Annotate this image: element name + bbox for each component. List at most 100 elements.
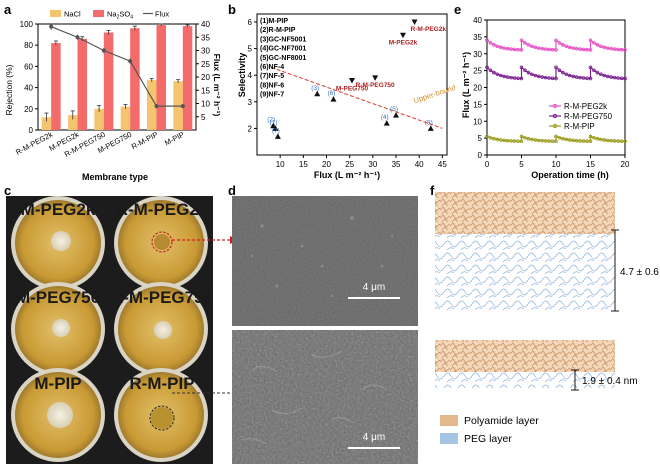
scale-label-top: 4 μm — [362, 282, 386, 293]
series-line — [486, 65, 626, 80]
series-point — [571, 138, 576, 143]
series-point — [550, 76, 555, 81]
series-point — [547, 76, 551, 80]
sem-image-top: 4 μm — [232, 196, 418, 326]
highlight-label: R-M-PEG2k — [411, 26, 447, 33]
series-point — [605, 74, 610, 79]
series-point — [547, 139, 551, 143]
dish-label: R-M-PIP — [129, 374, 195, 393]
bar-nacl — [147, 80, 157, 130]
panel-e-ylabel: Flux (L m⁻² h⁻¹) — [461, 52, 471, 118]
legend-entry: (4)GC-NF7001 — [260, 46, 306, 53]
panel-e-plot: 0 5 10 15 20 0 5 10 15 20 25 30 35 40 — [473, 16, 630, 169]
highlight-point — [349, 78, 355, 84]
series-point — [554, 65, 558, 70]
series-point — [543, 75, 548, 80]
y2-tick-label: 10 — [201, 100, 210, 109]
series-point — [509, 75, 513, 80]
panel-a-chart: 020406080100510152025303540R-M-PEG2kM-PE… — [4, 10, 222, 183]
series-point — [623, 76, 627, 81]
series-point — [485, 65, 489, 70]
y-tick-label: 4 — [248, 71, 253, 80]
series-point — [519, 65, 524, 70]
dish-label: M-PEG2k — [20, 200, 96, 219]
inhibition-zone — [151, 407, 173, 429]
series-point — [523, 68, 527, 73]
y-tick-label: 25 — [473, 67, 482, 76]
panel-a-frame — [37, 23, 197, 131]
series-point — [612, 75, 617, 80]
flux-line — [50, 26, 183, 107]
series-point — [533, 45, 538, 50]
series-point — [547, 47, 551, 52]
panel-e-xlabel: Operation time (h) — [531, 170, 609, 180]
y-tick-label: 20 — [473, 84, 482, 93]
sem-texture — [232, 196, 418, 326]
series-point — [561, 136, 565, 141]
highlight-point — [399, 32, 406, 39]
series-point — [588, 76, 593, 81]
panel-label-e: e — [454, 2, 462, 17]
reference-label: (3) — [311, 85, 319, 92]
legend-flux: Flux — [155, 10, 169, 19]
panel-e-chart: 0 5 10 15 20 0 5 10 15 20 25 30 35 40 Flux (L m⁻² h⁻¹… — [461, 16, 630, 180]
series-point — [595, 70, 600, 75]
thickness-top: 4.7 ± 0.6 nm — [620, 267, 660, 278]
series-point — [571, 74, 576, 79]
series-point — [599, 72, 603, 77]
legend-na2so4: Na2SO4 — [107, 10, 133, 21]
scale-bar-top — [348, 297, 400, 299]
series-point — [526, 136, 531, 141]
panel-b-plot: 10 15 20 25 30 35 40 4523456Upper-bound(1)(2)(7… — [248, 13, 455, 169]
series-point — [492, 70, 496, 75]
panel-b-chart: 10 15 20 25 30 35 40 4523456Upper-bound(1)(2)(7… — [237, 13, 455, 180]
legend-entry: (8)NF-6 — [260, 82, 284, 89]
series-point — [571, 46, 576, 50]
flux-point — [49, 24, 54, 29]
thickness-bottom: 1.9 ± 0.4 nm — [582, 376, 638, 387]
series-point — [540, 75, 544, 79]
reference-point — [270, 122, 277, 129]
x-tick-label: M-PIP — [163, 130, 186, 148]
series-point — [498, 73, 503, 78]
series-point — [602, 138, 607, 142]
series-point — [592, 68, 596, 73]
series-point — [585, 76, 589, 81]
scale-bar-bottom — [348, 447, 400, 449]
series-point — [554, 38, 558, 43]
series-point — [492, 43, 496, 47]
series-point — [609, 75, 614, 79]
series-point — [502, 74, 507, 79]
series-point — [578, 47, 582, 51]
reference-point — [274, 133, 281, 139]
legend-marker — [552, 103, 558, 109]
series-point — [530, 44, 534, 49]
reference-point — [330, 96, 337, 102]
series-point — [530, 137, 534, 142]
bar-nacl — [120, 106, 131, 130]
y-tick-label: 10 — [473, 117, 482, 126]
series-point — [492, 136, 496, 141]
reference-label: (7) — [272, 127, 280, 134]
y2-tick-label: 25 — [201, 60, 210, 69]
panel-a-xlabel: Membrane type — [82, 172, 148, 182]
connector-arrows — [172, 236, 238, 394]
series-point — [616, 139, 620, 143]
reference-point — [393, 112, 400, 118]
polyamide-layer-top — [435, 192, 615, 234]
dish-label: M-PEG750 — [15, 288, 101, 307]
series-point — [595, 43, 600, 47]
panel-c-photo: M-PEG2k R-M-PEG2k M-PEG750 R-M-PEG750 M-… — [6, 196, 213, 464]
series-point — [585, 47, 589, 52]
series-point — [616, 76, 620, 80]
peg-layer-bottom — [435, 372, 615, 388]
inhibition-zone — [154, 234, 170, 250]
panel-label-b: b — [228, 2, 236, 17]
series-point — [588, 38, 593, 43]
series-point — [543, 139, 548, 143]
y-tick-label: 5 — [248, 45, 253, 54]
legend-marker — [552, 123, 558, 129]
scale-label-bottom: 4 μm — [362, 432, 386, 443]
series-point — [540, 46, 544, 51]
